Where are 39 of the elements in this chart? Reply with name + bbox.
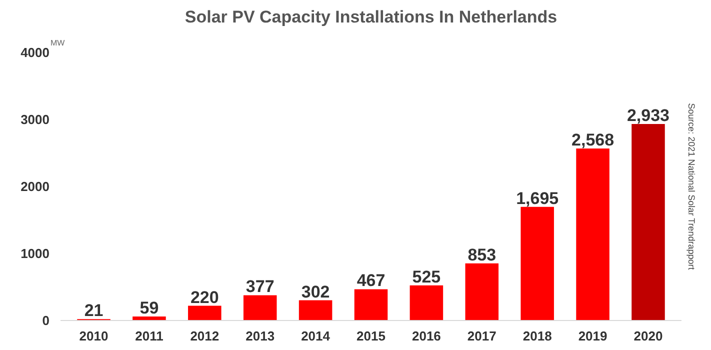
x-tick-label: 2015	[356, 328, 386, 344]
y-tick-label: 0	[42, 313, 50, 328]
bar	[298, 300, 332, 320]
x-tick-label: 2010	[79, 328, 108, 344]
bar	[520, 206, 554, 320]
data-label: 2,568	[572, 130, 614, 150]
x-tick-label: 2020	[634, 328, 663, 344]
data-label: 377	[246, 277, 274, 296]
y-tick-label: 2000	[20, 179, 50, 194]
data-label: 59	[140, 298, 159, 318]
bar	[410, 285, 444, 320]
y-axis-title: MW	[50, 38, 66, 48]
x-tick-label: 2018	[522, 328, 552, 344]
data-label: 220	[190, 288, 219, 307]
y-tick-label: 4000	[20, 45, 50, 60]
data-label: 853	[468, 245, 496, 264]
source-note: Source: 2021 National Solar Trendrapport	[686, 103, 696, 270]
data-label: 21	[84, 301, 104, 320]
bar	[188, 306, 222, 320]
data-label: 2,933	[626, 106, 670, 125]
x-tick-label: 2011	[135, 328, 164, 344]
x-tick-label: 2017	[467, 328, 496, 344]
y-tick-label: 3000	[20, 112, 50, 127]
bar	[576, 148, 610, 320]
bar	[632, 124, 665, 320]
y-tick-label: 1000	[20, 246, 50, 261]
data-label: 525	[412, 267, 441, 286]
x-tick-label: 2016	[412, 328, 441, 344]
x-tick-label: 2019	[578, 328, 608, 344]
bar	[354, 289, 388, 320]
chart-title: Solar PV Capacity Installations In Netherlands	[184, 8, 558, 26]
data-label: 1,695	[516, 188, 559, 208]
x-tick-label: 2012	[190, 328, 220, 344]
x-tick-label: 2013	[246, 328, 275, 344]
bar	[243, 295, 277, 320]
data-label: 302	[301, 282, 330, 302]
x-tick-label: 2014	[301, 328, 331, 344]
bar	[465, 263, 499, 320]
data-label: 467	[356, 271, 386, 290]
